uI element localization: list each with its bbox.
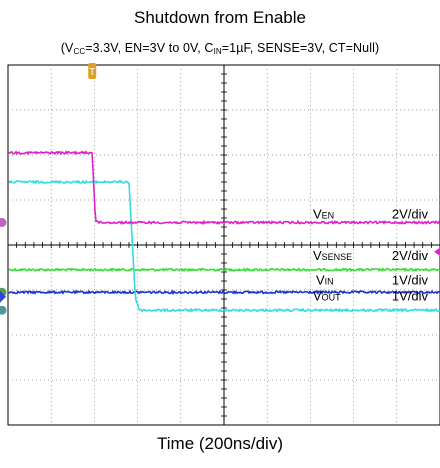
trace-label-vout: VOUT	[313, 288, 341, 303]
channel-markers: T	[0, 63, 440, 315]
trace-label-vin: VIN	[316, 272, 334, 287]
trace-scale-vout: 1V/div	[392, 288, 429, 303]
channel-marker-ven	[0, 218, 7, 227]
chart-title: Shutdown from Enable	[134, 8, 306, 27]
trace-vin	[8, 289, 440, 296]
trace-vsense	[8, 267, 440, 273]
trace-labels: VSENSE 2V/div VEN 2V/div VIN 1V/div VOUT 1V/div	[313, 207, 428, 304]
trigger-marker-label: T	[89, 67, 95, 78]
reference-arrow-icon	[0, 290, 6, 303]
chart-subtitle: (VCC=3.3V, EN=3V to 0V, CIN=1µF, SENSE=3…	[60, 41, 380, 56]
channel-marker-vout	[0, 305, 7, 315]
trace-label-ven: VEN	[313, 207, 334, 222]
x-axis-label: Time (200ns/div)	[157, 434, 283, 453]
trace-scale-ven: 2V/div	[392, 207, 429, 222]
trace-scale-vsense: 2V/div	[392, 248, 429, 263]
trace-ven	[8, 150, 440, 226]
scope-grid	[7, 64, 440, 426]
trace-vout	[8, 179, 440, 313]
trace-label-vsense: VSENSE	[313, 248, 352, 263]
trace-scale-vin: 1V/div	[392, 272, 429, 287]
trigger-marker-icon	[88, 63, 97, 79]
traces	[8, 150, 440, 313]
trigger-level-icon	[434, 247, 440, 256]
